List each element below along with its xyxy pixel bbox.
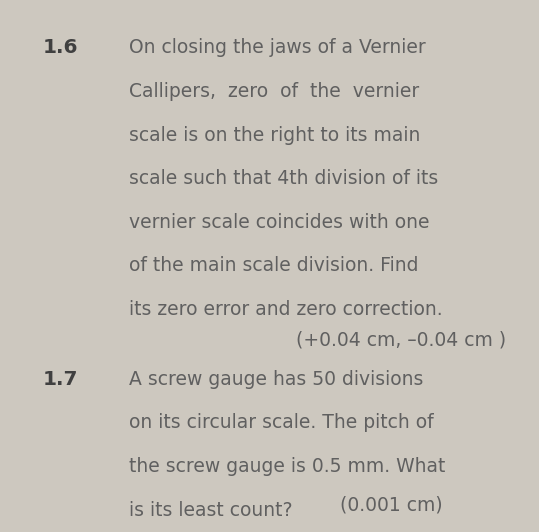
Text: on its circular scale. The pitch of: on its circular scale. The pitch of	[129, 413, 434, 433]
Text: 1.6: 1.6	[43, 38, 79, 57]
Text: the screw gauge is 0.5 mm. What: the screw gauge is 0.5 mm. What	[129, 457, 446, 476]
Text: Callipers,  zero  of  the  vernier: Callipers, zero of the vernier	[129, 82, 419, 101]
Text: (+0.04 cm, –0.04 cm ): (+0.04 cm, –0.04 cm )	[296, 331, 507, 350]
Text: its zero error and zero correction.: its zero error and zero correction.	[129, 300, 443, 319]
Text: scale such that 4th division of its: scale such that 4th division of its	[129, 169, 439, 188]
Text: 1.7: 1.7	[43, 370, 79, 389]
Text: is its least count?: is its least count?	[129, 501, 293, 520]
Text: vernier scale coincides with one: vernier scale coincides with one	[129, 213, 430, 232]
Text: A screw gauge has 50 divisions: A screw gauge has 50 divisions	[129, 370, 424, 389]
Text: (0.001 cm): (0.001 cm)	[340, 496, 442, 515]
Text: On closing the jaws of a Vernier: On closing the jaws of a Vernier	[129, 38, 426, 57]
Text: of the main scale division. Find: of the main scale division. Find	[129, 256, 419, 276]
Text: scale is on the right to its main: scale is on the right to its main	[129, 126, 421, 145]
